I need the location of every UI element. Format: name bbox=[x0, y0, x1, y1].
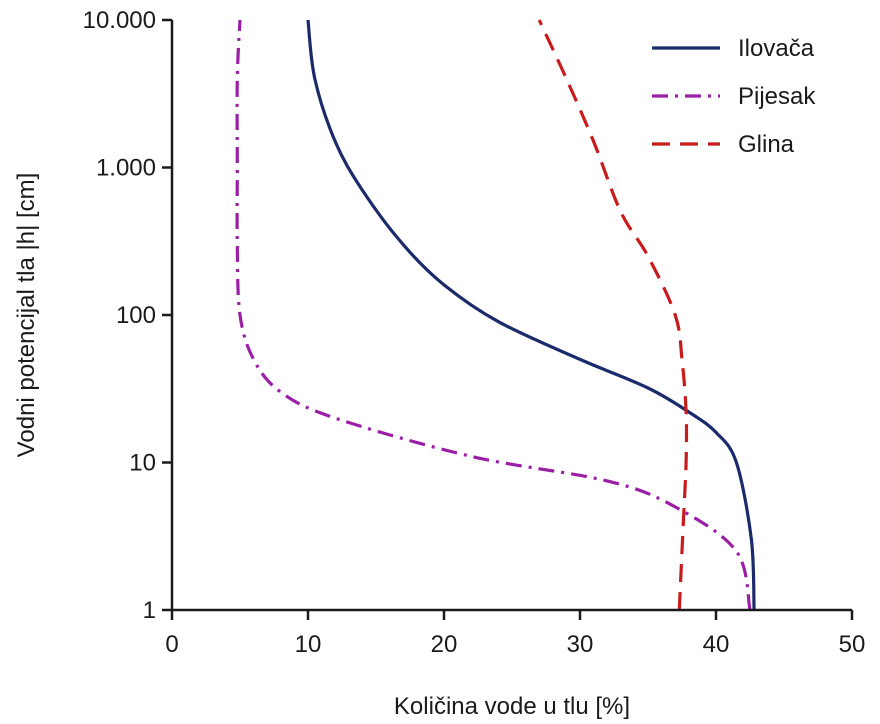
legend-label-ilovaca: Ilovača bbox=[738, 35, 815, 62]
x-tick-label: 50 bbox=[839, 631, 866, 658]
legend: Ilovača Pijesak Glina bbox=[652, 35, 816, 158]
x-tick-label: 10 bbox=[295, 631, 322, 658]
series-line-pijesak bbox=[235, 19, 752, 611]
series-line-ilovaca bbox=[306, 19, 756, 611]
y-tick-label: 1 bbox=[143, 597, 156, 624]
x-tick-label: 40 bbox=[703, 631, 730, 658]
series-line-glina bbox=[537, 19, 689, 611]
x-tick-label: 0 bbox=[165, 631, 178, 658]
y-axis-ticks: 1 10 100 1.000 10.000 bbox=[83, 7, 172, 624]
legend-label-glina: Glina bbox=[738, 131, 795, 158]
x-axis-title: Količina vode u tlu [%] bbox=[394, 693, 630, 720]
y-axis-title: Vodni potencijal tla |h| [cm] bbox=[13, 173, 40, 458]
legend-label-pijesak: Pijesak bbox=[738, 83, 816, 110]
y-tick-label: 10 bbox=[129, 450, 156, 477]
series-lines bbox=[235, 19, 756, 611]
x-tick-label: 30 bbox=[567, 631, 594, 658]
x-axis-ticks: 0 10 20 30 40 50 bbox=[165, 610, 865, 658]
y-tick-label: 10.000 bbox=[83, 7, 156, 34]
y-tick-label: 100 bbox=[116, 302, 156, 329]
y-tick-label: 1.000 bbox=[96, 155, 156, 182]
x-tick-label: 20 bbox=[431, 631, 458, 658]
